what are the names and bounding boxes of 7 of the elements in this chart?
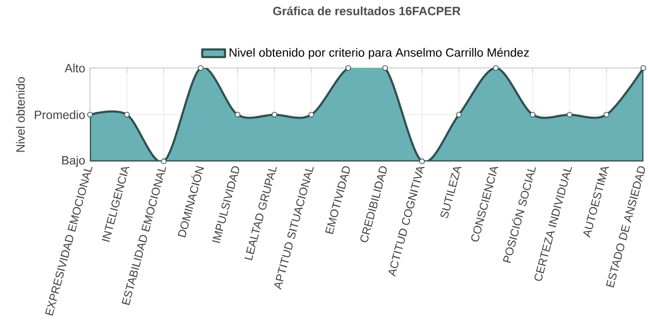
legend-label: Nivel obtenido por criterio para Anselmo Carrillo Méndez (230, 48, 529, 60)
y-axis-title: Nivel obtenido (16, 77, 25, 152)
x-tick-label: LEALTAD GRUPAL (244, 167, 277, 260)
chart-title: Gráfica de resultados 16FACPER (273, 6, 460, 16)
text: Bajo (62, 156, 85, 167)
text: Promedio (34, 110, 85, 120)
text: Alto (64, 64, 85, 72)
